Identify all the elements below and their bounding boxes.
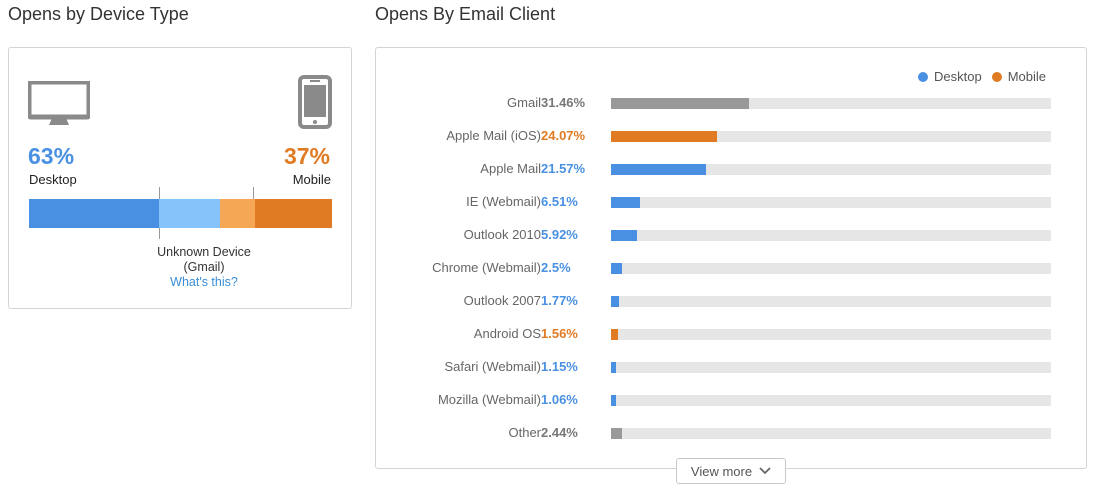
legend-dot-desktop — [918, 71, 928, 82]
unknown-end-tick — [253, 187, 254, 199]
device-bar-segment-desktop — [29, 199, 160, 228]
client-bar-track — [611, 362, 1051, 373]
client-name: Android OS — [473, 326, 541, 341]
client-bar-fill — [611, 98, 750, 109]
client-bar-track — [611, 197, 1051, 208]
client-row: Outlook 2010 5.92% — [376, 225, 1086, 245]
client-name: Outlook 2010 — [463, 227, 541, 242]
client-name: Mozilla (Webmail) — [437, 392, 541, 407]
unknown-device-label: Unknown Device (Gmail) What's this? — [149, 245, 259, 290]
client-row: Android OS 1.56% — [376, 324, 1086, 344]
client-bar-fill — [611, 296, 619, 307]
client-bar-track — [611, 428, 1051, 439]
legend-desktop: Desktop — [918, 69, 982, 84]
client-name: IE (Webmail) — [466, 194, 541, 209]
client-percentage: 21.57% — [541, 161, 586, 176]
client-row: IE (Webmail) 6.51% — [376, 192, 1086, 212]
client-name: Chrome (Webmail) — [432, 260, 541, 275]
client-row: Gmail 31.46% — [376, 93, 1086, 113]
client-percentage: 24.07% — [541, 128, 586, 143]
client-bar-track — [611, 395, 1051, 406]
client-bar-track — [611, 230, 1051, 241]
legend-dot-mobile — [991, 71, 1002, 82]
client-bar-track — [611, 98, 1051, 109]
client-bar-track — [611, 296, 1051, 307]
client-bar-fill — [611, 428, 622, 439]
client-row: Apple Mail 21.57% — [376, 159, 1086, 179]
client-bar-track — [611, 131, 1051, 142]
client-bar-fill — [611, 263, 622, 274]
client-bar-track — [611, 164, 1051, 175]
mobile-percentage: 37% — [283, 143, 330, 169]
monitor-icon — [26, 79, 92, 136]
client-name: Gmail — [507, 95, 541, 110]
legend-desktop-label: Desktop — [934, 69, 982, 84]
client-percentage: 1.06% — [541, 392, 578, 407]
client-row: Mozilla (Webmail) 1.06% — [376, 390, 1086, 410]
client-bar-track — [611, 263, 1051, 274]
client-percentage: 31.46% — [541, 95, 586, 110]
client-percentage: 2.5% — [541, 260, 571, 275]
legend-mobile: Mobile — [991, 69, 1046, 84]
client-percentage: 6.51% — [541, 194, 578, 209]
device-section-title: Opens by Device Type — [8, 4, 189, 24]
device-bar-segment-mobile — [254, 199, 332, 228]
client-bar-track — [611, 329, 1051, 340]
whats-this-link[interactable]: What's this? — [170, 275, 238, 289]
client-bar-fill — [611, 230, 638, 241]
client-row: Apple Mail (iOS) 24.07% — [376, 126, 1086, 146]
view-more-button[interactable]: View more — [676, 458, 786, 484]
client-row: Safari (Webmail) 1.15% — [376, 357, 1086, 377]
view-more-label: View more — [690, 463, 753, 479]
client-bar-fill — [611, 395, 616, 406]
unknown-device-gmail: (Gmail) — [183, 260, 225, 274]
client-bar-fill — [611, 197, 640, 208]
desktop-percentage: 63% — [28, 143, 75, 169]
client-row: Outlook 2007 1.77% — [376, 291, 1086, 311]
client-section-title: Opens By Email Client — [375, 4, 556, 24]
client-bar-fill — [611, 362, 617, 373]
client-percentage: 1.56% — [541, 326, 578, 341]
device-split-bar — [29, 199, 332, 228]
client-name: Outlook 2007 — [463, 293, 541, 308]
email-client-panel: Desktop Mobile Gmail 31.46% Apple Mail (iO… — [375, 47, 1087, 469]
device-bar-segment-unknown-desktop — [159, 199, 220, 228]
client-bar-fill — [611, 131, 717, 142]
mobile-label: Mobile — [292, 172, 331, 187]
client-bar-fill — [611, 329, 618, 340]
phone-icon — [298, 75, 332, 134]
chart-legend: Desktop Mobile — [908, 69, 1046, 84]
client-bar-fill — [611, 164, 706, 175]
legend-mobile-label: Mobile — [1007, 69, 1046, 84]
unknown-device-text: Unknown Device — [157, 245, 251, 259]
client-row: Other 2.44% — [376, 423, 1086, 443]
device-type-panel: 63% Desktop 37% Mobile Unknown Device (G… — [8, 47, 352, 309]
client-percentage: 5.92% — [541, 227, 578, 242]
client-name: Apple Mail (iOS) — [446, 128, 541, 143]
desktop-label: Desktop — [29, 172, 77, 187]
client-name: Other — [508, 425, 541, 440]
client-name: Apple Mail — [480, 161, 541, 176]
client-percentage: 1.15% — [541, 359, 578, 374]
client-name: Safari (Webmail) — [444, 359, 541, 374]
client-percentage: 2.44% — [541, 425, 578, 440]
client-percentage: 1.77% — [541, 293, 578, 308]
chevron-down-icon — [759, 467, 771, 475]
client-row: Chrome (Webmail) 2.5% — [376, 258, 1086, 278]
device-bar-segment-unknown-mobile — [219, 199, 255, 228]
